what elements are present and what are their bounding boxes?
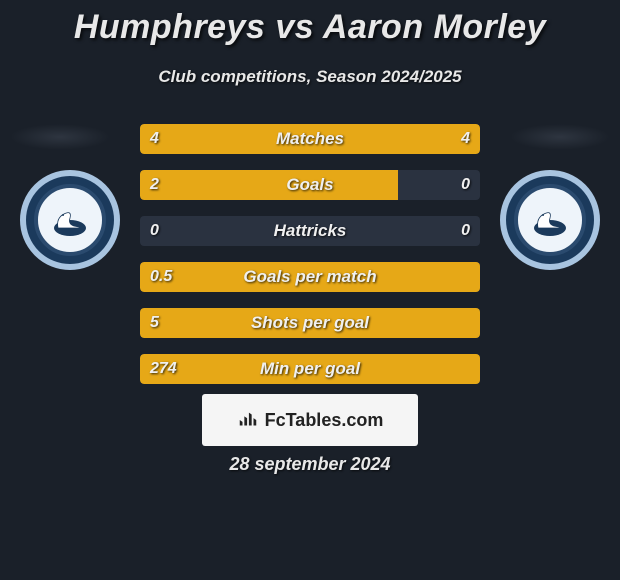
stat-label: Matches (140, 124, 480, 154)
page-subtitle: Club competitions, Season 2024/2025 (0, 67, 620, 87)
stat-row: 0Hattricks0 (140, 216, 480, 246)
stat-row: 5Shots per goal (140, 308, 480, 338)
stat-row: 274Min per goal (140, 354, 480, 384)
fctables-logo-icon (237, 409, 259, 431)
club-badge-right (500, 170, 600, 270)
page-title: Humphreys vs Aaron Morley (0, 0, 620, 47)
stat-label: Min per goal (140, 354, 480, 384)
stat-value-right: 0 (461, 216, 470, 246)
stat-row: 0.5Goals per match (140, 262, 480, 292)
stat-row: 2Goals0 (140, 170, 480, 200)
stat-label: Goals (140, 170, 480, 200)
club-badge-inner-right (514, 184, 586, 256)
attribution-box: FcTables.com (202, 394, 418, 446)
stat-label: Goals per match (140, 262, 480, 292)
stat-label: Hattricks (140, 216, 480, 246)
date-text: 28 september 2024 (0, 454, 620, 475)
stat-row: 4Matches4 (140, 124, 480, 154)
player-shadow-left (10, 124, 110, 150)
stat-label: Shots per goal (140, 308, 480, 338)
attribution-text: FcTables.com (265, 410, 384, 431)
stats-bars: 4Matches42Goals00Hattricks00.5Goals per … (140, 124, 480, 400)
swan-icon (50, 200, 90, 240)
stat-value-right: 0 (461, 170, 470, 200)
swan-icon (530, 200, 570, 240)
club-badge-left (20, 170, 120, 270)
player-shadow-right (510, 124, 610, 150)
club-badge-inner-left (34, 184, 106, 256)
stat-value-right: 4 (461, 124, 470, 154)
